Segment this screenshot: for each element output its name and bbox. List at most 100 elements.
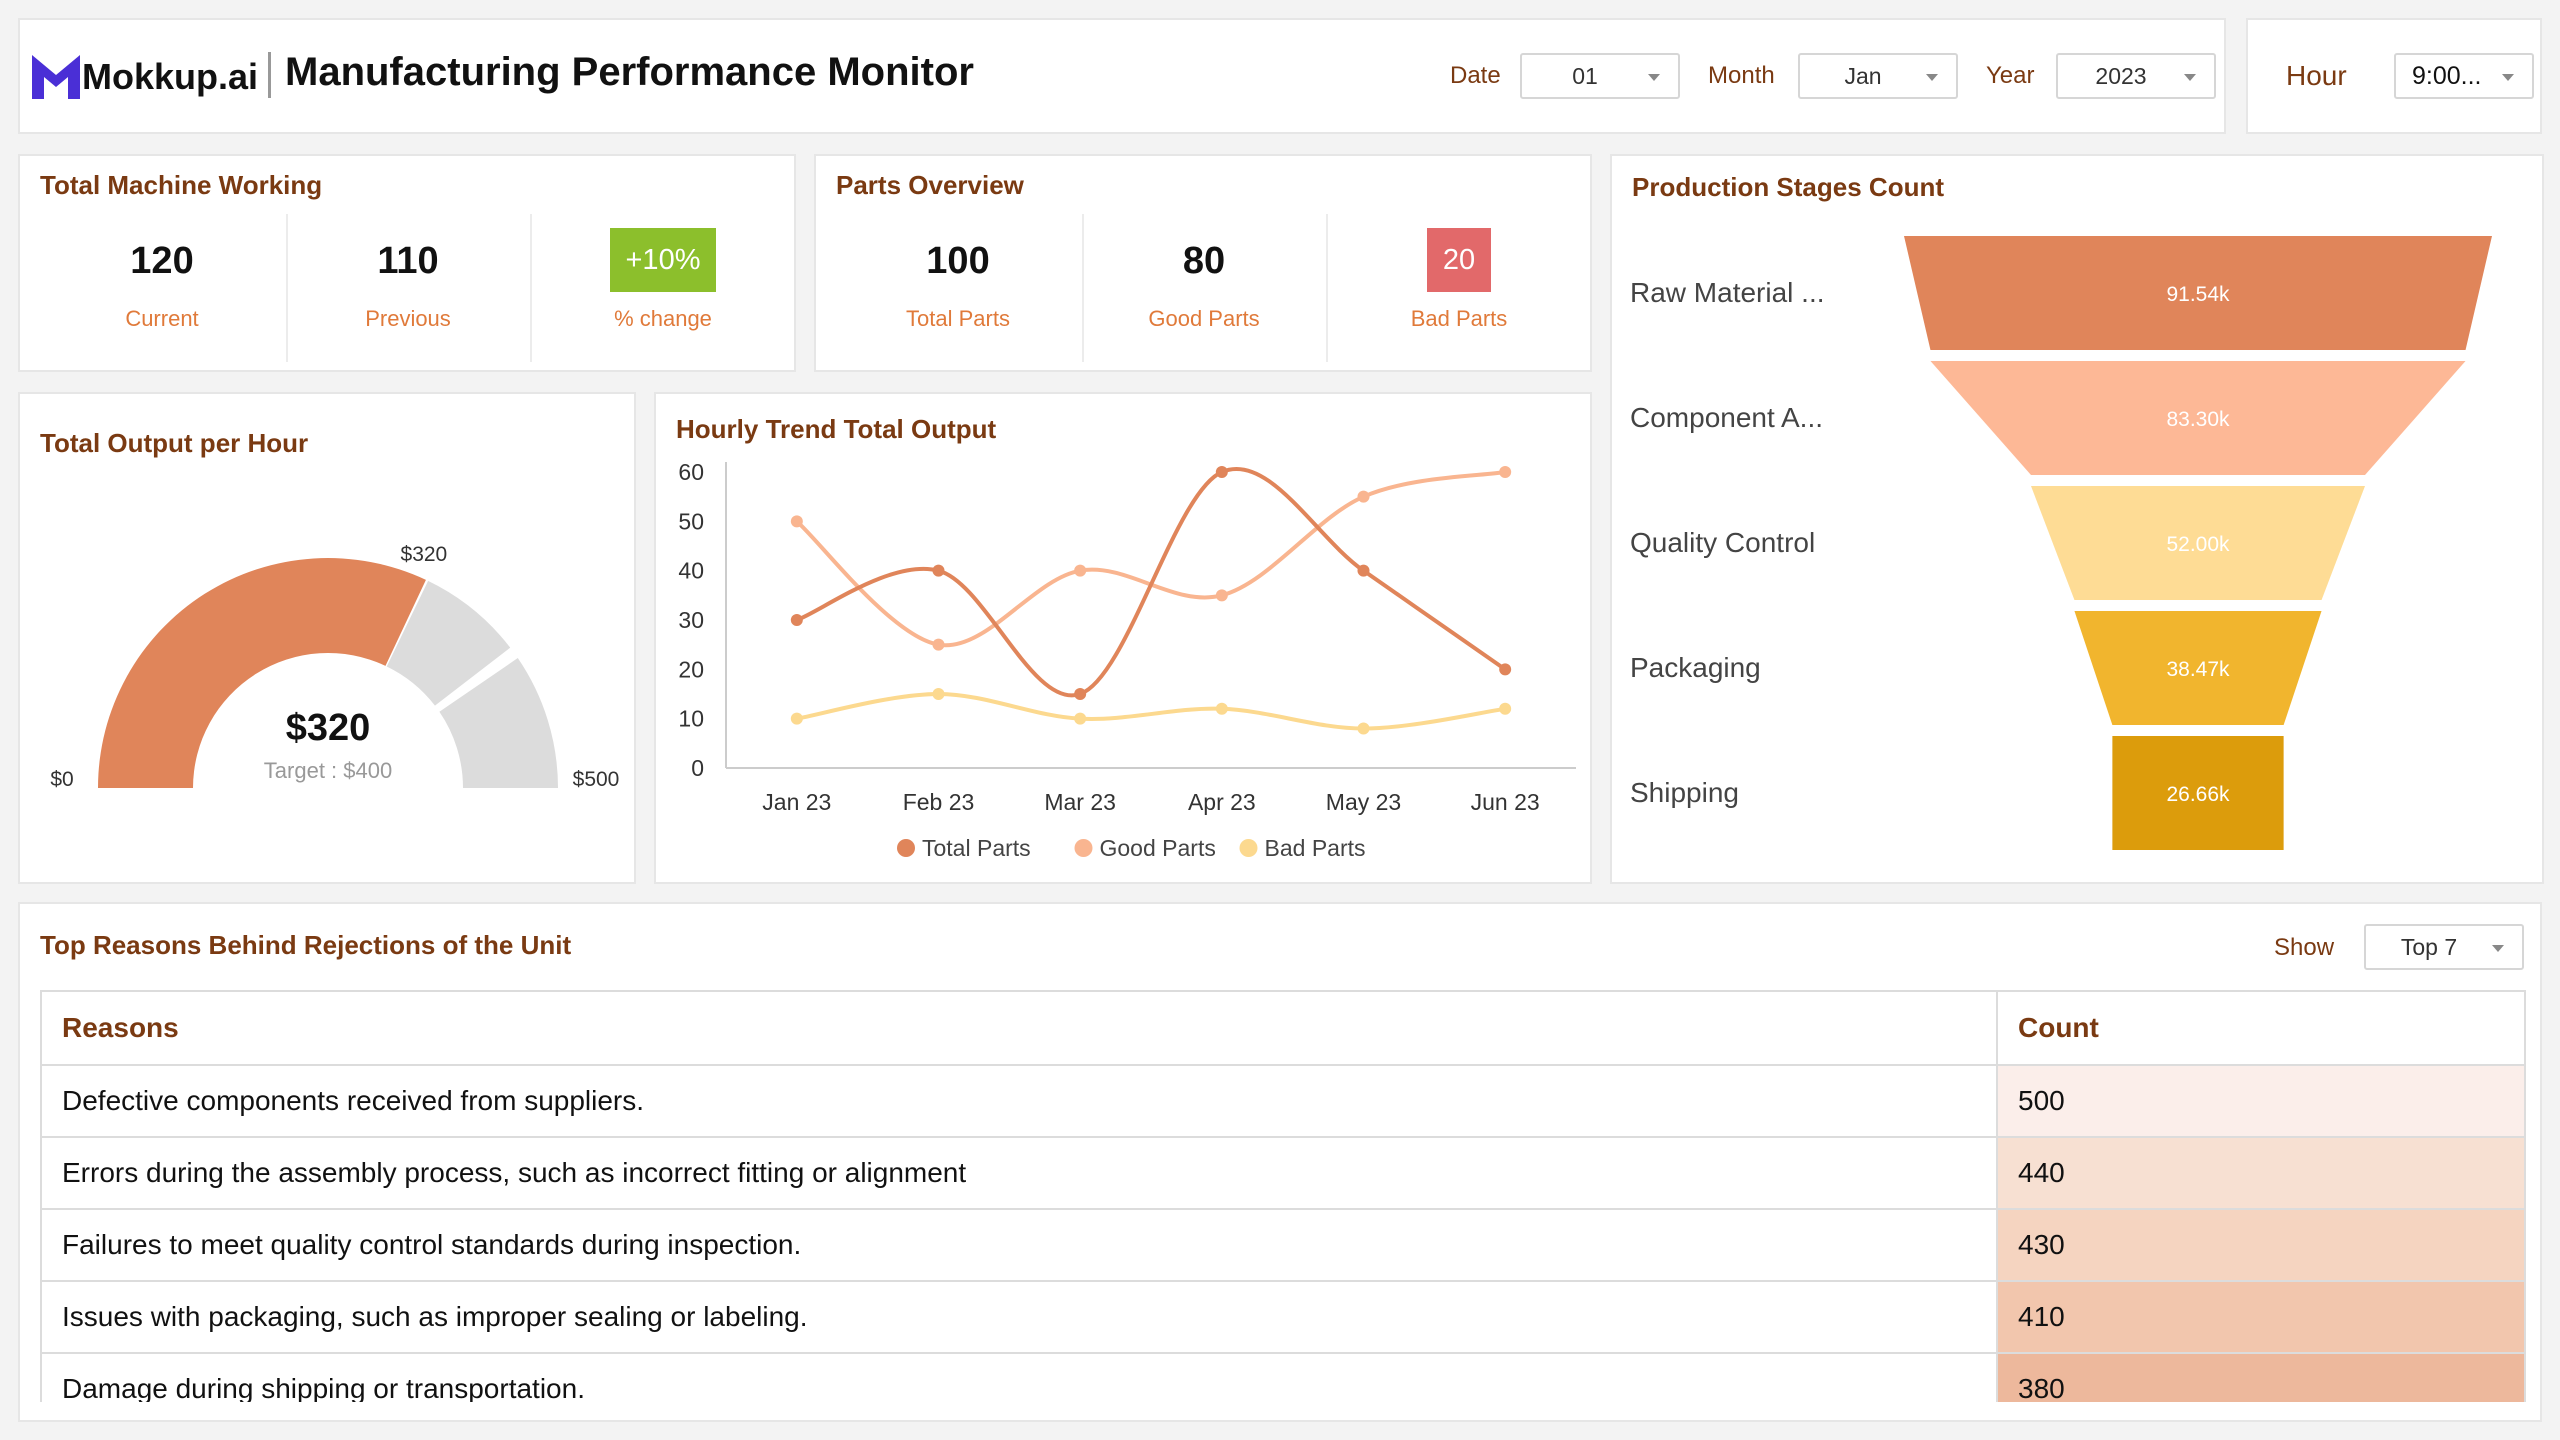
data-point[interactable] xyxy=(1499,466,1512,478)
legend-label[interactable]: Total Parts xyxy=(922,835,1031,861)
date-label: Date xyxy=(1450,62,1501,89)
count-cell: 500 xyxy=(1996,1064,2526,1138)
series-line-bad-parts[interactable] xyxy=(796,691,1506,731)
data-point[interactable] xyxy=(1499,702,1512,715)
funnel-stage-label: Raw Material ... xyxy=(1630,277,1825,308)
chevron-down-icon xyxy=(2184,74,2196,81)
data-point[interactable] xyxy=(1215,589,1228,602)
machine-title: Total Machine Working xyxy=(40,170,323,200)
table-row[interactable]: Errors during the assembly process, such… xyxy=(40,1136,2526,1210)
reason-cell: Damage during shipping or transportation… xyxy=(40,1352,1998,1402)
data-point[interactable] xyxy=(790,614,803,626)
page-title: Manufacturing Performance Monitor xyxy=(285,50,974,94)
rejections-table: Reasons Count Defective components recei… xyxy=(40,990,2526,1402)
legend-label[interactable]: Bad Parts xyxy=(1265,835,1366,861)
hour-label: Hour xyxy=(2286,60,2347,91)
table-row[interactable]: Defective components received from suppl… xyxy=(40,1064,2526,1138)
year-select[interactable]: 2023 xyxy=(2056,53,2216,99)
legend-marker xyxy=(1239,839,1258,857)
reason-cell: Errors during the assembly process, such… xyxy=(40,1136,1998,1210)
series-line-good-parts[interactable] xyxy=(795,470,1506,648)
col-count-header[interactable]: Count xyxy=(1996,990,2526,1066)
change-badge: +10% xyxy=(609,228,717,292)
logo-icon xyxy=(32,55,80,99)
data-point[interactable] xyxy=(1074,712,1087,725)
table-row[interactable]: Damage during shipping or transportation… xyxy=(40,1352,2526,1402)
chevron-down-icon xyxy=(1648,74,1660,81)
x-tick-label: May 23 xyxy=(1326,789,1401,815)
data-point[interactable] xyxy=(790,515,803,528)
funnel-segment[interactable] xyxy=(2074,611,2322,725)
gauge-max-label: $500 xyxy=(573,768,620,791)
funnel-value-label: 91.54k xyxy=(2166,283,2230,306)
logo-divider xyxy=(268,52,271,98)
reason-cell: Issues with packaging, such as improper … xyxy=(40,1280,1998,1354)
gauge-chart: $320 Target : $400 $0 $500 $320 xyxy=(50,543,620,791)
machine-change: +10% % change xyxy=(530,216,796,366)
y-tick-label: 0 xyxy=(691,755,704,781)
funnel-segment[interactable] xyxy=(1930,361,2466,475)
count-cell: 380 xyxy=(1996,1352,2526,1402)
date-select[interactable]: 01 xyxy=(1520,53,1680,99)
data-point[interactable] xyxy=(932,688,945,700)
table-header-row: Reasons Count xyxy=(40,990,2526,1066)
x-tick-label: Feb 23 xyxy=(903,789,975,815)
funnel-segment[interactable] xyxy=(1904,236,2492,350)
top-n-value: Top 7 xyxy=(2400,933,2458,960)
data-point[interactable] xyxy=(1074,688,1087,700)
chevron-down-icon xyxy=(2492,945,2504,952)
legend-label[interactable]: Good Parts xyxy=(1100,835,1216,861)
parts-good-value: 80 xyxy=(1182,240,1226,282)
parts-total: 100 Total Parts xyxy=(816,216,1100,366)
data-point[interactable] xyxy=(932,638,945,651)
month-select[interactable]: Jan xyxy=(1798,53,1958,99)
data-point[interactable] xyxy=(1215,466,1228,478)
y-tick-label: 60 xyxy=(678,459,704,485)
machine-current: 120 Current xyxy=(20,216,304,366)
data-point[interactable] xyxy=(1357,564,1370,577)
col-reasons-header[interactable]: Reasons xyxy=(40,990,1998,1066)
reason-cell: Defective components received from suppl… xyxy=(40,1064,1998,1138)
trend-chart: 0 10 20 30 40 50 60 Jan 23 Feb 23 Mar 23 Apr 23 May… xyxy=(678,459,1576,861)
funnel-stage-label: Packaging xyxy=(1630,652,1761,683)
divider xyxy=(286,214,288,362)
gauge-min-label: $0 xyxy=(50,768,73,791)
data-point[interactable] xyxy=(1074,564,1087,577)
trend-panel: Hourly Trend Total Output 0 10 20 30 40 50 60 J… xyxy=(654,392,1592,884)
table-row[interactable]: Failures to meet quality control standar… xyxy=(40,1208,2526,1282)
year-select-value: 2023 xyxy=(2095,62,2147,89)
month-select-value: Jan xyxy=(1844,62,1882,89)
machine-panel: Total Machine Working 120 Current 110 Pr… xyxy=(18,154,796,372)
machine-current-value: 120 xyxy=(130,240,194,282)
funnel-value-label: 38.47k xyxy=(2166,658,2230,681)
hour-select[interactable]: 9:00... xyxy=(2394,53,2534,99)
trend-title: Hourly Trend Total Output xyxy=(676,414,997,444)
data-point[interactable] xyxy=(932,564,945,577)
gauge-marker-label: $320 xyxy=(401,543,448,566)
rejections-title: Top Reasons Behind Rejections of the Uni… xyxy=(40,930,572,960)
count-cell: 430 xyxy=(1996,1208,2526,1282)
machine-change-label: % change xyxy=(614,306,712,331)
funnel-title: Production Stages Count xyxy=(1632,172,1944,202)
y-tick-label: 50 xyxy=(678,508,704,534)
funnel-chart: 91.54k 83.30k 52.00k 38.47k 26.66k xyxy=(1904,236,2492,850)
machine-previous: 110 Previous xyxy=(286,216,530,366)
table-row[interactable]: Issues with packaging, such as improper … xyxy=(40,1280,2526,1354)
data-point[interactable] xyxy=(1499,663,1512,676)
gauge-target: Target : $400 xyxy=(264,758,392,783)
data-point[interactable] xyxy=(1215,702,1228,715)
funnel-segment[interactable] xyxy=(2030,486,2366,600)
data-point[interactable] xyxy=(1357,722,1370,735)
y-tick-label: 30 xyxy=(678,607,704,633)
x-tick-label: Jan 23 xyxy=(762,789,831,815)
data-point[interactable] xyxy=(790,712,803,725)
logo-text: Mokkup.ai xyxy=(82,56,259,97)
funnel-segment[interactable] xyxy=(2112,736,2284,850)
x-tick-label: Jun 23 xyxy=(1471,789,1540,815)
data-point[interactable] xyxy=(1357,490,1370,503)
x-tick-label: Apr 23 xyxy=(1188,789,1256,815)
series-line-total-parts[interactable] xyxy=(796,467,1507,698)
table-viewport: Reasons Count Defective components recei… xyxy=(40,990,2526,1402)
top-n-select[interactable]: Top 7 xyxy=(2364,924,2524,970)
machine-previous-label: Previous xyxy=(365,306,451,331)
